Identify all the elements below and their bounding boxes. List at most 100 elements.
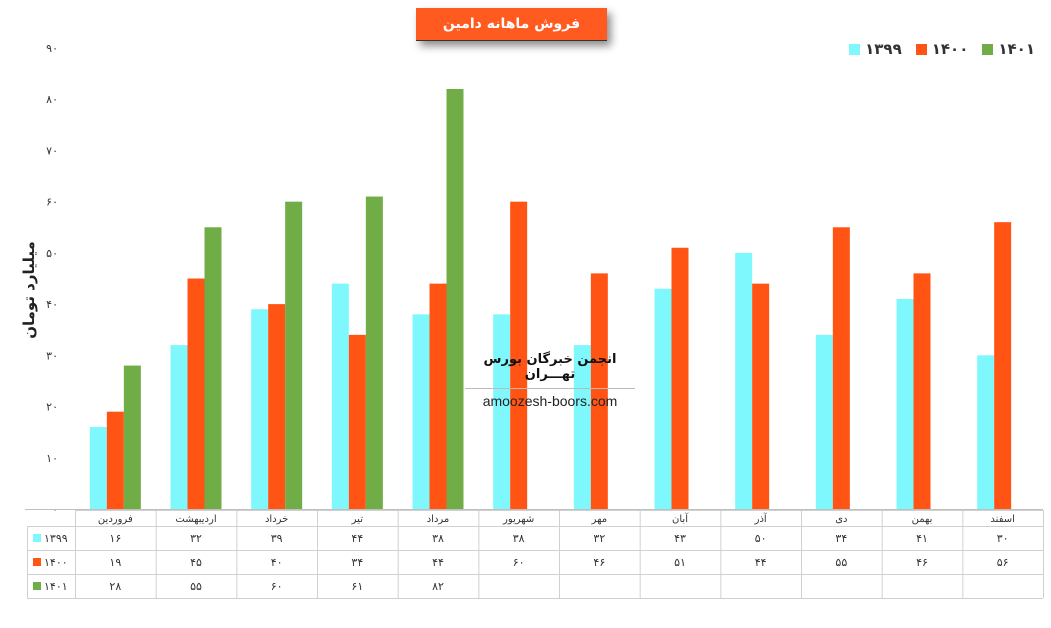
- legend-item-1399: ۱۳۹۹: [849, 40, 902, 58]
- table-cell-value: ۵۵: [835, 556, 847, 569]
- table-cell-value: ۳۸: [432, 532, 444, 545]
- y-tick-label: ۳۰: [46, 349, 58, 362]
- watermark-title: انجمن خبرگان بورس تهـــران: [465, 352, 635, 389]
- table-cell-value: ۶۰: [513, 556, 525, 569]
- bar-۱۳۹۹-تیر: [331, 283, 349, 509]
- legend-item-1401: ۱۴۰۱: [982, 40, 1035, 58]
- table-cell-value: ۵۱: [674, 556, 686, 569]
- x-tick-label: شهریور: [502, 514, 534, 525]
- y-tick-label: ۱۰: [46, 452, 58, 465]
- watermark-url: amoozesh-boors.com: [482, 393, 618, 409]
- x-tick-label: دی: [835, 514, 847, 525]
- table-series-name: ۱۴۰۰: [44, 556, 68, 569]
- bar-۱۴۰۰-بهمن: [913, 273, 931, 509]
- bar-۱۴۰۰-آذر: [752, 283, 770, 509]
- bar-۱۳۹۹-مرداد: [412, 314, 430, 509]
- table-cell-value: ۸۲: [432, 580, 444, 593]
- bar-۱۴۰۰-فروردین: [106, 411, 124, 509]
- legend-label-1400: ۱۴۰۰: [931, 40, 969, 58]
- x-tick-label: آذر: [754, 512, 768, 525]
- bar-۱۴۰۱-فروردین: [123, 365, 141, 509]
- x-tick-label: تیر: [351, 514, 364, 525]
- table-cell-value: ۳۸: [513, 532, 525, 545]
- chart-title: فروش ماهانه دامین: [416, 8, 607, 41]
- table-cell-value: ۴۳: [674, 532, 686, 545]
- table-cell-value: ۵۶: [997, 556, 1009, 569]
- table-cell-value: ۵۰: [755, 532, 767, 545]
- bar-۱۳۹۹-خرداد: [251, 309, 269, 509]
- table-cell-value: ۳۹: [271, 532, 283, 545]
- table-cell-value: ۴۴: [432, 556, 444, 569]
- chart-legend: ۱۳۹۹ ۱۴۰۰ ۱۴۰۱: [849, 40, 1035, 58]
- table-series-name: ۱۳۹۹: [44, 532, 68, 545]
- table-cell-value: ۵۵: [190, 580, 202, 593]
- legend-item-1400: ۱۴۰۰: [915, 40, 969, 58]
- y-tick-label: ۶۰: [46, 196, 58, 209]
- y-tick-label: ۴۰: [46, 298, 58, 311]
- table-cell-value: ۲۸: [109, 580, 121, 593]
- y-tick-label: ۲۰: [46, 401, 58, 414]
- bar-۱۴۰۰-خرداد: [268, 304, 286, 509]
- table-swatch-۱۴۰۱: [33, 582, 41, 590]
- table-cell-value: ۴۵: [190, 556, 202, 569]
- table-cell-value: ۴۰: [271, 556, 283, 569]
- legend-swatch-1399: [849, 43, 861, 55]
- bar-۱۳۹۹-اردیبهشت: [170, 345, 188, 509]
- x-tick-label: مرداد: [427, 514, 450, 525]
- bar-۱۴۰۱-مرداد: [446, 88, 464, 509]
- x-tick-label: آبان: [672, 512, 689, 525]
- x-tick-label: بهمن: [912, 514, 933, 525]
- y-tick-label: ۹۰: [46, 42, 58, 55]
- bar-۱۳۹۹-آبان: [654, 288, 672, 509]
- bar-۱۴۰۱-تیر: [365, 196, 383, 510]
- table-cell-value: ۳۰: [997, 532, 1009, 545]
- table-cell-value: ۴۴: [755, 556, 767, 569]
- bar-۱۳۹۹-شهریور: [493, 314, 511, 509]
- bar-۱۴۰۰-آبان: [671, 247, 689, 509]
- table-cell-value: ۳۴: [835, 532, 847, 545]
- bar-۱۳۹۹-اسفند: [977, 355, 995, 509]
- y-tick-label: ۷۰: [46, 144, 58, 157]
- x-tick-label: مهر: [591, 514, 607, 525]
- bar-۱۴۰۰-تیر: [348, 334, 366, 509]
- table-swatch-۱۳۹۹: [33, 534, 41, 542]
- bar-۱۳۹۹-دی: [815, 334, 833, 509]
- x-tick-label: اسفند: [990, 514, 1014, 525]
- table-cell-value: ۴۴: [351, 532, 363, 545]
- table-cell-value: ۴۶: [593, 556, 605, 569]
- table-cell-value: ۴۱: [916, 532, 928, 545]
- legend-swatch-1401: [982, 43, 994, 55]
- table-cell-value: ۱۶: [109, 532, 121, 545]
- bar-۱۴۰۰-شهریور: [510, 201, 528, 509]
- x-tick-label: فروردین: [98, 514, 133, 525]
- bar-۱۴۰۱-اردیبهشت: [204, 227, 222, 509]
- y-tick-label: ۸۰: [46, 93, 58, 106]
- table-cell-value: ۶۱: [351, 580, 363, 593]
- bar-۱۴۰۰-اردیبهشت: [187, 278, 205, 509]
- table-series-name: ۱۴۰۱: [44, 580, 68, 593]
- bar-۱۴۰۰-مرداد: [429, 283, 447, 509]
- table-cell-value: ۶۰: [271, 580, 283, 593]
- bar-۱۳۹۹-آذر: [735, 252, 753, 509]
- table-cell-value: ۳۲: [190, 532, 202, 545]
- bar-۱۳۹۹-فروردین: [89, 427, 107, 509]
- table-cell-value: ۴۶: [916, 556, 928, 569]
- legend-label-1401: ۱۴۰۱: [998, 40, 1035, 58]
- table-swatch-۱۴۰۰: [33, 558, 41, 566]
- bar-۱۳۹۹-مهر: [573, 345, 591, 509]
- x-tick-label: اردیبهشت: [175, 514, 216, 525]
- table-cell-value: ۳۲: [593, 532, 605, 545]
- bar-۱۳۹۹-بهمن: [896, 298, 914, 509]
- legend-label-1399: ۱۳۹۹: [865, 40, 902, 58]
- bar-۱۴۰۰-مهر: [590, 273, 608, 509]
- legend-swatch-1400: [915, 43, 927, 55]
- watermark: انجمن خبرگان بورس تهـــران amoozesh-boor…: [465, 352, 635, 409]
- bar-۱۴۰۱-خرداد: [285, 201, 303, 509]
- x-tick-label: خرداد: [265, 514, 288, 525]
- bar-۱۴۰۰-اسفند: [994, 222, 1012, 509]
- table-cell-value: ۱۹: [109, 556, 121, 569]
- y-tick-label: ۵۰: [46, 247, 58, 260]
- table-cell-value: ۳۴: [351, 556, 363, 569]
- bar-۱۴۰۰-دی: [832, 227, 850, 509]
